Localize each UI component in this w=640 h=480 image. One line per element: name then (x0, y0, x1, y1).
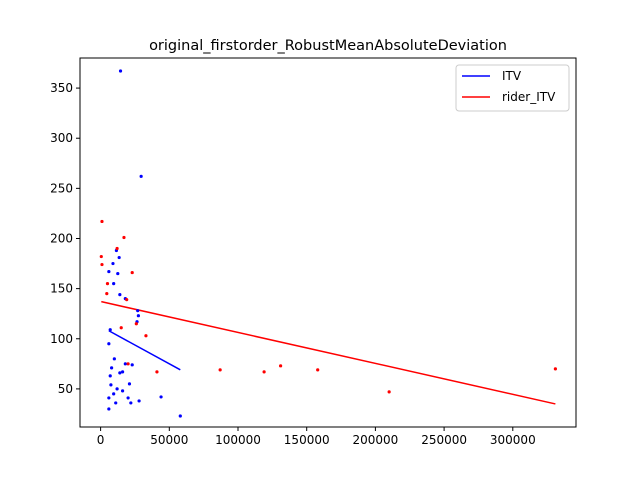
point-rider-itv (105, 292, 109, 296)
point-itv (118, 293, 122, 297)
point-rider-itv (105, 282, 110, 286)
point-rider-itv (100, 219, 104, 224)
point-itv (109, 383, 113, 387)
x-tick-label: 150000 (284, 433, 330, 447)
point-rider-itv (122, 235, 126, 240)
point-rider-itv (115, 246, 119, 251)
x-axis: 0 50000 100000 150000 200000 250000 300000 (97, 427, 536, 447)
plot-area (80, 58, 576, 427)
point-rider-itv (126, 362, 130, 366)
point-itv (123, 362, 127, 366)
point-rider-itv (134, 322, 138, 326)
point-rider-itv (99, 254, 103, 259)
y-tick-label: 300 (50, 131, 73, 145)
fit-line-rider-itv (101, 300, 556, 405)
point-itv (139, 174, 143, 178)
point-itv (136, 314, 140, 318)
x-tick-label: 300000 (490, 433, 536, 447)
y-axis: 50 100 150 200 250 300 350 (50, 81, 80, 396)
point-rider-itv (144, 334, 148, 338)
data-points (99, 69, 557, 418)
point-itv (107, 269, 111, 274)
point-rider-itv (100, 262, 104, 267)
point-itv (136, 309, 140, 313)
point-itv (117, 255, 121, 260)
point-itv (120, 389, 125, 393)
point-itv (110, 366, 114, 370)
point-itv (107, 407, 111, 411)
point-rider-itv (155, 370, 159, 374)
point-itv (120, 370, 125, 374)
point-rider-itv (553, 367, 557, 371)
point-itv (114, 401, 118, 405)
point-itv (126, 396, 130, 400)
plot-frame (79, 57, 577, 428)
x-tick-label: 200000 (352, 433, 398, 447)
point-itv (112, 282, 116, 286)
point-itv (107, 396, 111, 400)
point-rider-itv (130, 270, 134, 275)
point-itv (112, 357, 116, 361)
point-itv (112, 392, 116, 396)
point-itv (137, 399, 141, 403)
point-itv (118, 69, 123, 73)
y-tick-label: 200 (50, 231, 73, 245)
legend-label-itv: ITV (502, 69, 522, 83)
point-itv (116, 271, 120, 276)
point-itv (108, 328, 112, 332)
legend: ITV rider_ITV (455, 64, 570, 112)
point-itv (129, 401, 133, 405)
chart-title: original_firstorder_RobustMeanAbsoluteDe… (149, 38, 507, 54)
point-itv (118, 371, 122, 375)
point-itv (159, 395, 163, 399)
point-itv (111, 261, 115, 266)
point-itv (107, 342, 111, 346)
legend-label-rider-itv: rider_ITV (502, 90, 556, 104)
y-tick-label: 250 (50, 181, 73, 195)
fit-line-itv (108, 330, 181, 371)
point-rider-itv (387, 390, 391, 394)
y-tick-label: 100 (50, 332, 73, 346)
y-tick-label: 150 (50, 282, 73, 296)
fit-lines (101, 300, 556, 405)
point-rider-itv (262, 370, 266, 374)
point-rider-itv (119, 326, 123, 330)
point-rider-itv (125, 298, 129, 302)
y-tick-label: 350 (50, 81, 73, 95)
x-tick-label: 0 (97, 433, 105, 447)
point-rider-itv (218, 368, 222, 372)
point-itv (130, 363, 134, 367)
point-itv (127, 382, 132, 386)
point-itv (115, 387, 119, 391)
x-tick-label: 100000 (215, 433, 261, 447)
point-itv (178, 414, 182, 418)
x-tick-label: 50000 (150, 433, 188, 447)
point-itv (108, 374, 112, 378)
point-rider-itv (316, 368, 320, 372)
point-rider-itv (278, 364, 283, 368)
y-tick-label: 50 (58, 382, 73, 396)
x-tick-label: 250000 (421, 433, 467, 447)
